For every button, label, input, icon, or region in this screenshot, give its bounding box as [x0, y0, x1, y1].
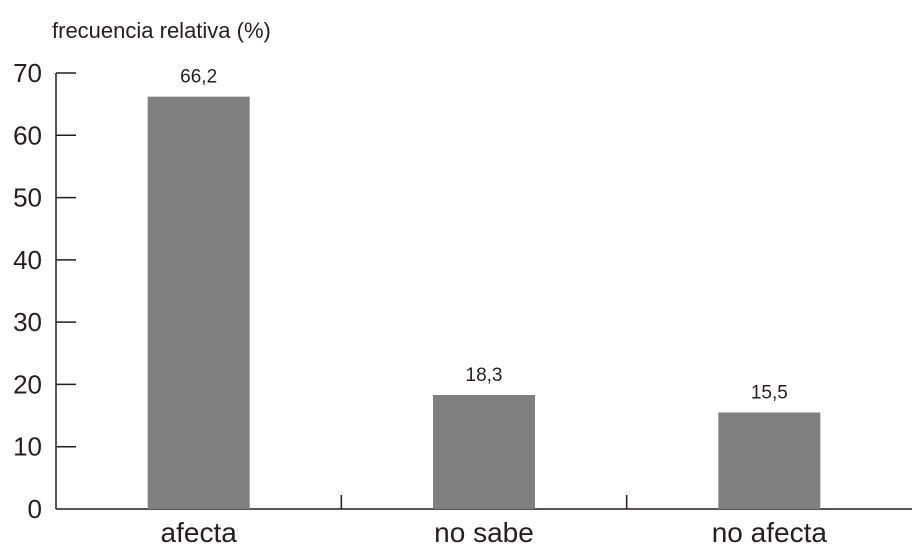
y-axis-title: frecuencia relativa (%): [52, 18, 271, 43]
y-tick-label: 60: [13, 120, 42, 150]
y-tick-label: 50: [13, 183, 42, 213]
y-tick-label: 70: [13, 58, 42, 88]
bar-no-sabe: [433, 395, 535, 509]
bars: 66,2 afecta 18,3 no sabe 15,5 no afecta: [147, 67, 828, 548]
y-tick-label: 30: [13, 307, 42, 337]
y-tick-label: 40: [13, 245, 42, 275]
bar-value-label: 18,3: [466, 365, 503, 386]
y-ticks: 0 10 20 30 40 50 60 70: [13, 58, 628, 524]
bar-value-label: 15,5: [751, 382, 788, 403]
bar-afecta: [147, 96, 250, 509]
x-category-label: no afecta: [712, 517, 828, 548]
y-tick-label: 20: [13, 369, 42, 399]
y-tick-label: 0: [28, 494, 42, 524]
bar-value-label: 66,2: [180, 67, 217, 88]
y-tick-label: 10: [13, 432, 42, 462]
x-category-label: afecta: [161, 517, 238, 548]
x-category-label: no sabe: [434, 517, 534, 548]
bar-no-afecta: [718, 412, 821, 509]
